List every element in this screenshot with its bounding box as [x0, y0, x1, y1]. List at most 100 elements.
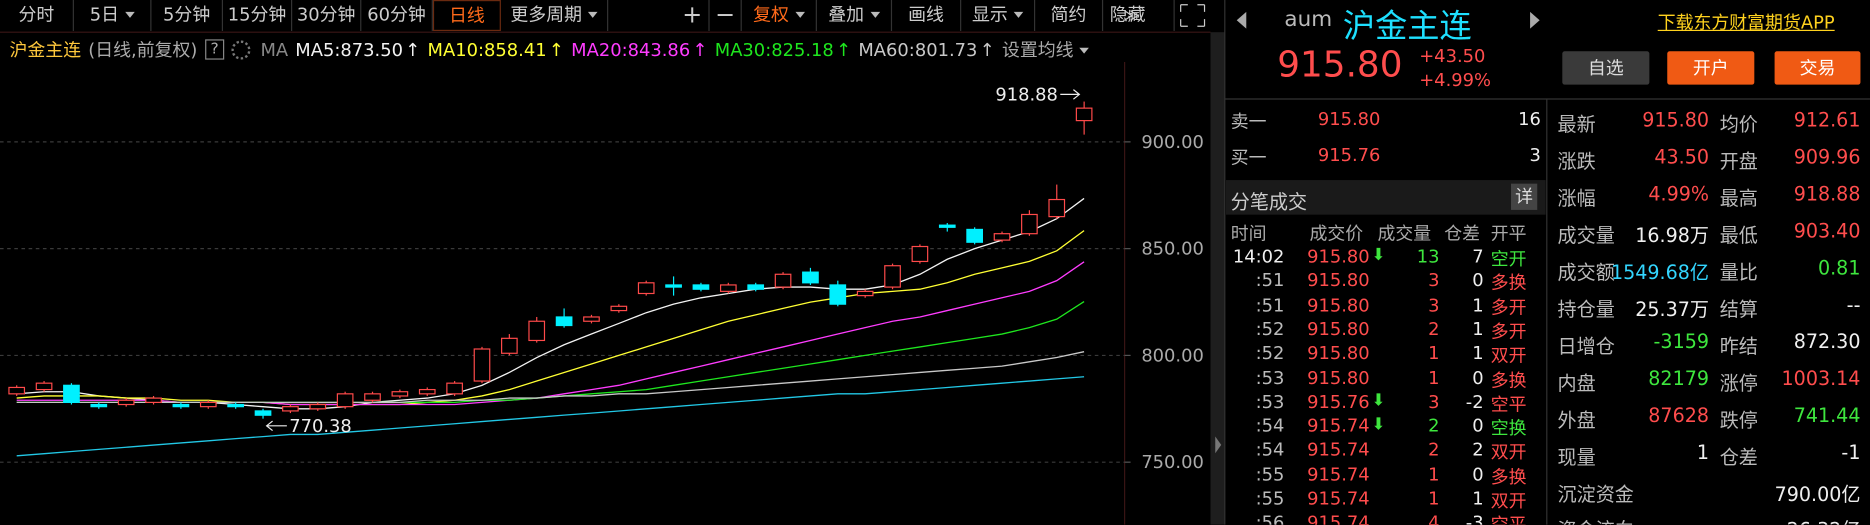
download-link[interactable]: 下载东方财富期货APP: [1657, 11, 1835, 34]
hide-icon[interactable]: [1124, 10, 1139, 21]
candle-body: [8, 386, 26, 395]
tool-button[interactable]: 简约: [1035, 0, 1104, 32]
action-button[interactable]: 开户: [1667, 51, 1755, 85]
stat-label: 涨停: [1719, 372, 1758, 395]
trade-kind: 空开: [1490, 248, 1527, 270]
period-tab[interactable]: 15分钟: [223, 0, 293, 32]
period-tab[interactable]: 日线: [432, 0, 501, 32]
trade-volume: 2: [1428, 415, 1440, 437]
trade-oi: -3: [1465, 511, 1484, 525]
candle-body: [610, 305, 628, 312]
tool-button[interactable]: 复权: [742, 0, 817, 32]
period-tab[interactable]: 分时: [0, 0, 74, 32]
stat-value: 1003.14: [1781, 367, 1861, 390]
stat-label: 日增仓: [1557, 335, 1615, 358]
tool-label: 隐藏: [1109, 3, 1146, 26]
fund-value: 790.00亿: [1774, 483, 1861, 506]
tool-button[interactable]: +: [676, 0, 710, 32]
trade-time: :52: [1255, 342, 1285, 364]
trade-volume: 3: [1428, 294, 1440, 316]
prev-arrow[interactable]: [1236, 11, 1247, 29]
trade-arrow: ⬇: [1371, 245, 1386, 265]
trade-kind: 多换: [1490, 465, 1527, 488]
trades-detail[interactable]: 详: [1511, 183, 1538, 210]
candle-body: [446, 382, 463, 395]
trade-volume: 13: [1416, 245, 1440, 268]
stat-value: 1549.68亿: [1610, 261, 1709, 284]
y-tick-label: 800.00: [1141, 345, 1204, 366]
stat-value: 82179: [1648, 367, 1709, 390]
period-tab[interactable]: 5分钟: [151, 0, 224, 32]
trade-time: :52: [1255, 318, 1285, 340]
ma-arrow: ↑: [548, 38, 564, 61]
tool-label: 简约: [1050, 3, 1087, 26]
book-price: 915.80: [1317, 108, 1381, 130]
trade-time: :53: [1255, 390, 1285, 413]
stat-label: 最高: [1719, 187, 1758, 210]
fullscreen-icon[interactable]: [1180, 4, 1206, 27]
trades-title: 分笔成交: [1230, 190, 1308, 214]
next-arrow[interactable]: [1530, 11, 1540, 29]
trade-time: :55: [1255, 463, 1285, 486]
ma-line: [16, 230, 1085, 406]
trade-kind: 多换: [1490, 369, 1527, 391]
tool-button[interactable]: 画线: [892, 0, 962, 32]
tool-button[interactable]: 叠加: [817, 0, 893, 32]
trade-time: :54: [1255, 439, 1285, 461]
trade-price: 915.80: [1307, 269, 1370, 292]
help-button[interactable]: ?: [204, 39, 225, 60]
period-label: 日线: [448, 4, 485, 27]
trade-kind: 多换: [1490, 272, 1527, 294]
tool-button[interactable]: 隐藏: [1103, 0, 1175, 32]
period-tab[interactable]: 30分钟: [292, 0, 362, 32]
stat-value: 1: [1696, 441, 1709, 464]
stat-label: 涨跌: [1557, 150, 1596, 173]
ma-settings[interactable]: 设置均线: [1002, 37, 1090, 62]
stat-label: 量比: [1719, 261, 1758, 284]
scroll-handle[interactable]: [1215, 436, 1222, 454]
candle-body: [418, 388, 436, 395]
trade-kind: 双开: [1490, 490, 1527, 512]
period-tab[interactable]: 5日: [74, 0, 152, 32]
candle-body: [172, 403, 190, 408]
min-arrow: [265, 420, 287, 432]
trade-volume: 2: [1428, 318, 1440, 340]
period-tab[interactable]: 更多周期: [501, 0, 609, 32]
trade-price: 915.76: [1307, 390, 1370, 413]
trade-volume: 3: [1428, 390, 1440, 413]
period-tab[interactable]: 60分钟: [361, 0, 433, 32]
ma-legend: MA60:801.73: [858, 38, 978, 61]
price-change-pct: +4.99%: [1419, 69, 1492, 91]
gear-icon[interactable]: [231, 39, 251, 60]
trade-oi: 1: [1472, 294, 1484, 316]
trade-kind: 空平: [1491, 512, 1527, 524]
trade-price: 915.74: [1307, 487, 1370, 510]
stat-value: 918.88: [1793, 182, 1861, 206]
action-button[interactable]: 交易: [1774, 51, 1861, 85]
caret: [870, 11, 880, 18]
candle-body: [391, 391, 409, 397]
instrument-name: 沪金主连: [9, 39, 82, 61]
trade-kind: 多开: [1490, 296, 1527, 318]
trade-oi: -2: [1465, 390, 1484, 413]
action-button[interactable]: 自选: [1562, 51, 1650, 85]
caret: [1079, 47, 1090, 54]
stat-value: -1: [1841, 441, 1861, 464]
scrollbar[interactable]: [1210, 32, 1225, 525]
stat-label: 外盘: [1557, 409, 1596, 432]
period-label: 60分钟: [367, 3, 426, 26]
min-annotation: 770.38: [289, 416, 352, 437]
candle-body: [473, 348, 491, 382]
candle-body: [501, 337, 518, 354]
y-tick-label: 750.00: [1141, 452, 1204, 473]
button-label: 自选: [1587, 57, 1624, 79]
tool-label: 显示: [971, 3, 1008, 26]
tool-button[interactable]: 显示: [961, 0, 1036, 32]
tool-button[interactable]: −: [710, 0, 742, 32]
candle-body: [637, 282, 655, 295]
stat-label: 结算: [1719, 298, 1758, 321]
candle-body: [90, 403, 108, 408]
max-annotation: 918.88: [995, 84, 1058, 105]
trade-oi: 1: [1472, 318, 1484, 340]
